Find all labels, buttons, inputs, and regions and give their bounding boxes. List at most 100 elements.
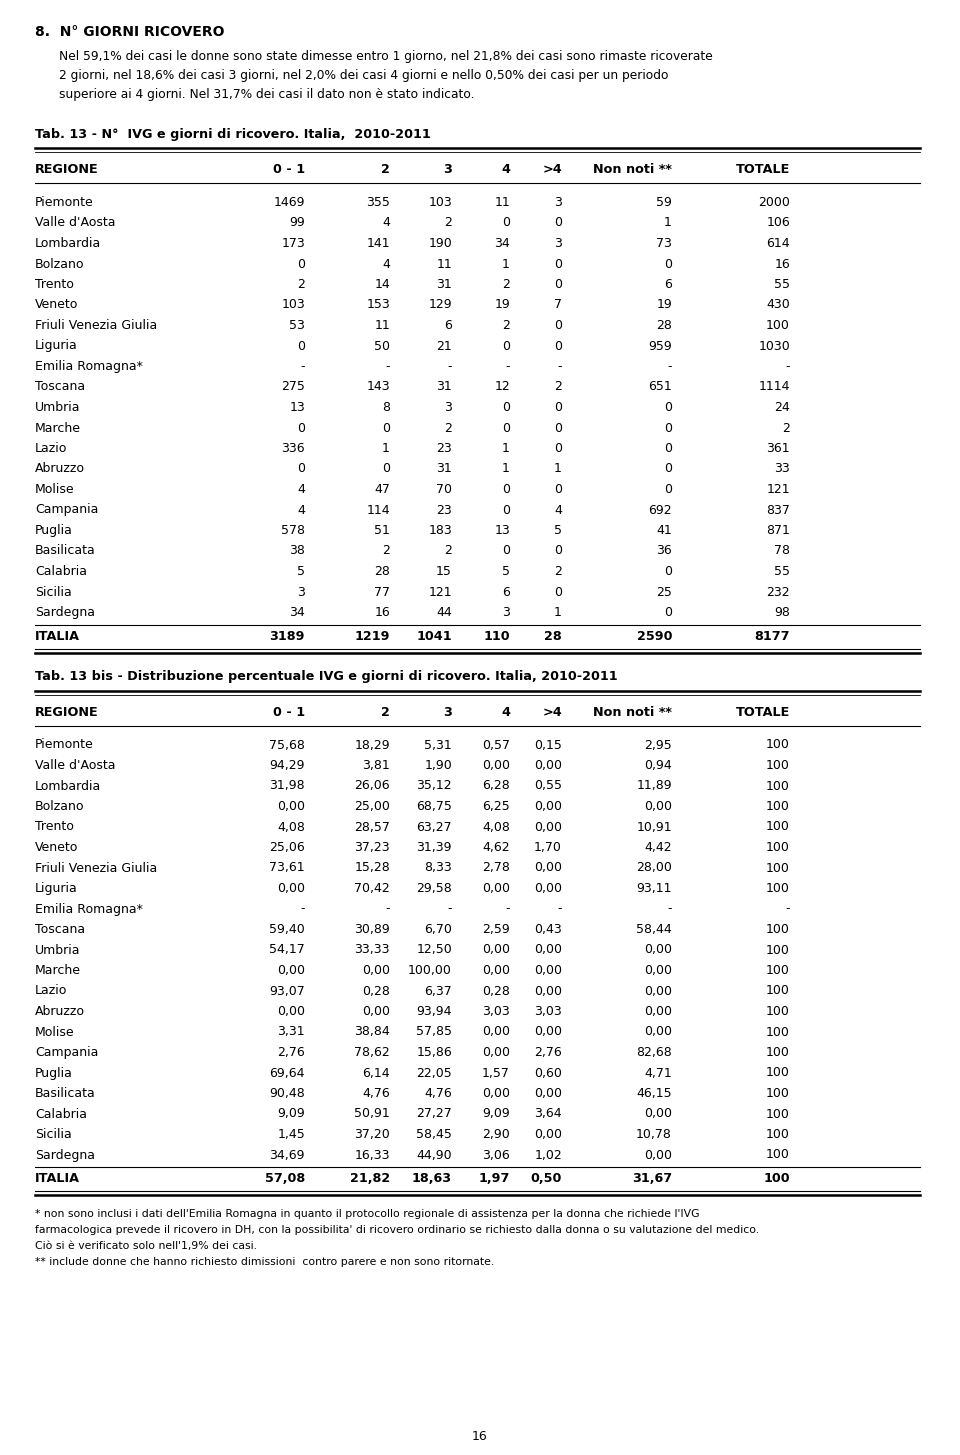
Text: 2 giorni, nel 18,6% dei casi 3 giorni, nel 2,0% dei casi 4 giorni e nello 0,50% : 2 giorni, nel 18,6% dei casi 3 giorni, n… — [59, 68, 668, 81]
Text: 53: 53 — [289, 319, 305, 332]
Text: 0,00: 0,00 — [534, 861, 562, 874]
Text: 4: 4 — [501, 163, 510, 176]
Text: 18,29: 18,29 — [354, 739, 390, 751]
Text: Lazio: Lazio — [35, 985, 67, 998]
Text: Calabria: Calabria — [35, 565, 87, 578]
Text: 5: 5 — [554, 524, 562, 537]
Text: Sardegna: Sardegna — [35, 605, 95, 618]
Text: 2: 2 — [381, 706, 390, 719]
Text: 38,84: 38,84 — [354, 1026, 390, 1039]
Text: 0,00: 0,00 — [644, 1005, 672, 1018]
Text: 99: 99 — [289, 217, 305, 230]
Text: 1: 1 — [502, 258, 510, 271]
Text: Marche: Marche — [35, 422, 81, 435]
Text: 0: 0 — [502, 483, 510, 496]
Text: 4: 4 — [554, 503, 562, 517]
Text: REGIONE: REGIONE — [35, 163, 99, 176]
Text: 100: 100 — [766, 780, 790, 793]
Text: 0: 0 — [297, 463, 305, 476]
Text: 129: 129 — [428, 298, 452, 311]
Text: 2,95: 2,95 — [644, 739, 672, 751]
Text: 16,33: 16,33 — [354, 1148, 390, 1161]
Text: 34,69: 34,69 — [270, 1148, 305, 1161]
Text: Toscana: Toscana — [35, 922, 85, 936]
Text: 100: 100 — [766, 800, 790, 813]
Text: 3: 3 — [444, 163, 452, 176]
Text: 3,03: 3,03 — [535, 1005, 562, 1018]
Text: 1: 1 — [382, 442, 390, 455]
Text: 1219: 1219 — [354, 630, 390, 643]
Text: 11: 11 — [436, 258, 452, 271]
Text: 51: 51 — [374, 524, 390, 537]
Text: 0: 0 — [554, 483, 562, 496]
Text: 0,43: 0,43 — [535, 922, 562, 936]
Text: 0,00: 0,00 — [644, 985, 672, 998]
Text: 0,00: 0,00 — [644, 965, 672, 976]
Text: 2,78: 2,78 — [482, 861, 510, 874]
Text: 15,28: 15,28 — [354, 861, 390, 874]
Text: 2: 2 — [382, 544, 390, 557]
Text: Emilia Romagna*: Emilia Romagna* — [35, 359, 143, 372]
Text: Bolzano: Bolzano — [35, 258, 84, 271]
Text: 100: 100 — [766, 1148, 790, 1161]
Text: 2: 2 — [502, 278, 510, 291]
Text: 0,00: 0,00 — [362, 965, 390, 976]
Text: 0,00: 0,00 — [482, 965, 510, 976]
Text: -: - — [300, 902, 305, 915]
Text: 173: 173 — [281, 237, 305, 250]
Text: 12,50: 12,50 — [417, 943, 452, 956]
Text: * non sono inclusi i dati dell'Emilia Romagna in quanto il protocollo regionale : * non sono inclusi i dati dell'Emilia Ro… — [35, 1209, 700, 1219]
Text: Abruzzo: Abruzzo — [35, 1005, 85, 1018]
Text: 2: 2 — [444, 217, 452, 230]
Text: superiore ai 4 giorni. Nel 31,7% dei casi il dato non è stato indicato.: superiore ai 4 giorni. Nel 31,7% dei cas… — [59, 87, 474, 100]
Text: 0: 0 — [554, 319, 562, 332]
Text: Campania: Campania — [35, 503, 98, 517]
Text: 26,06: 26,06 — [354, 780, 390, 793]
Text: 0,00: 0,00 — [534, 800, 562, 813]
Text: -: - — [558, 359, 562, 372]
Text: 100: 100 — [766, 739, 790, 751]
Text: -: - — [447, 902, 452, 915]
Text: 0,00: 0,00 — [277, 965, 305, 976]
Text: 3: 3 — [444, 402, 452, 415]
Text: 100: 100 — [766, 922, 790, 936]
Text: Friuli Venezia Giulia: Friuli Venezia Giulia — [35, 861, 157, 874]
Text: 10,91: 10,91 — [636, 821, 672, 834]
Text: Umbria: Umbria — [35, 402, 81, 415]
Text: 75,68: 75,68 — [269, 739, 305, 751]
Text: 8,33: 8,33 — [424, 861, 452, 874]
Text: 100: 100 — [766, 821, 790, 834]
Text: -: - — [386, 359, 390, 372]
Text: 90,48: 90,48 — [269, 1087, 305, 1100]
Text: 33: 33 — [775, 463, 790, 476]
Text: 1,97: 1,97 — [479, 1171, 510, 1184]
Text: 63,27: 63,27 — [417, 821, 452, 834]
Text: Campania: Campania — [35, 1046, 98, 1059]
Text: 14: 14 — [374, 278, 390, 291]
Text: 4,76: 4,76 — [424, 1087, 452, 1100]
Text: 1: 1 — [502, 463, 510, 476]
Text: 0: 0 — [554, 217, 562, 230]
Text: 114: 114 — [367, 503, 390, 517]
Text: 93,07: 93,07 — [269, 985, 305, 998]
Text: 0,00: 0,00 — [644, 943, 672, 956]
Text: 59: 59 — [656, 196, 672, 210]
Text: 28: 28 — [374, 565, 390, 578]
Text: 25,06: 25,06 — [269, 841, 305, 854]
Text: 6: 6 — [444, 319, 452, 332]
Text: 0: 0 — [554, 278, 562, 291]
Text: 1041: 1041 — [417, 630, 452, 643]
Text: 3: 3 — [502, 605, 510, 618]
Text: 15: 15 — [436, 565, 452, 578]
Text: 0,00: 0,00 — [534, 1026, 562, 1039]
Text: 2590: 2590 — [636, 630, 672, 643]
Text: 8177: 8177 — [755, 630, 790, 643]
Text: 0: 0 — [502, 339, 510, 352]
Text: 0,00: 0,00 — [644, 800, 672, 813]
Text: 15,86: 15,86 — [417, 1046, 452, 1059]
Text: 2: 2 — [298, 278, 305, 291]
Text: 16: 16 — [775, 258, 790, 271]
Text: 0: 0 — [664, 565, 672, 578]
Text: 4,42: 4,42 — [644, 841, 672, 854]
Text: 6,37: 6,37 — [424, 985, 452, 998]
